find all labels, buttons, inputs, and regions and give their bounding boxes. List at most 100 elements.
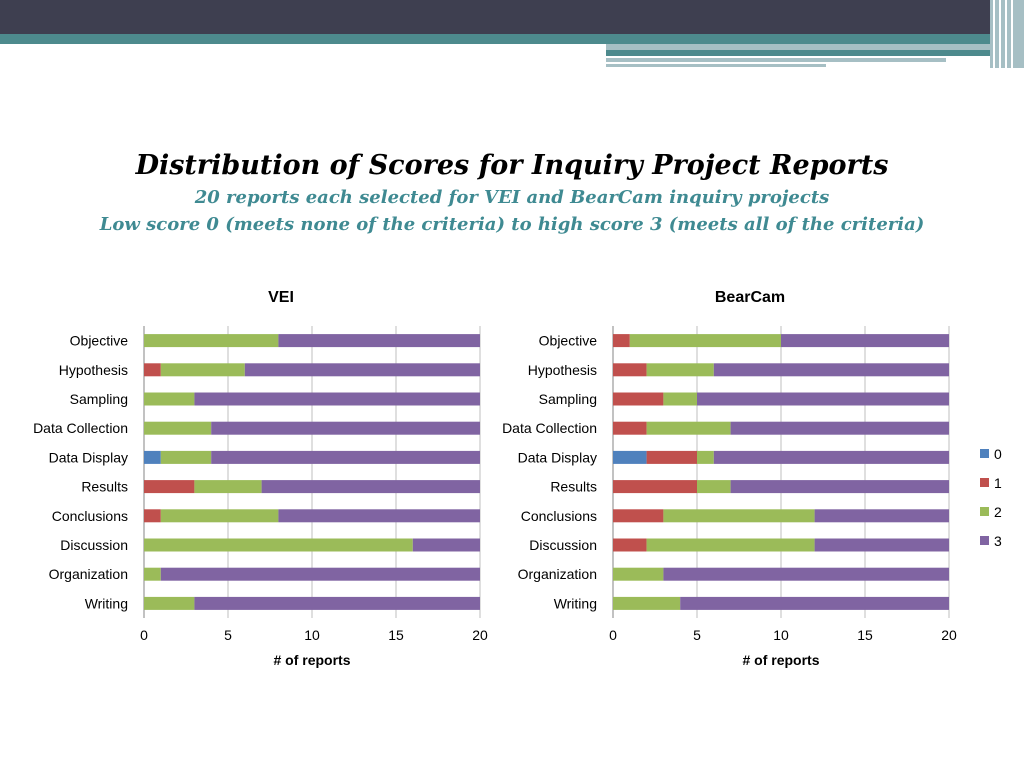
bar-segment-score-3 [412, 538, 480, 552]
banner-teal-tail [606, 50, 1024, 56]
legend-swatch [980, 449, 989, 458]
category-label: Data Display [518, 449, 597, 465]
x-tick-label: 0 [609, 627, 617, 643]
bar-segment-score-3 [814, 538, 949, 552]
bar-segment-score-2 [646, 538, 815, 552]
bar-segment-score-3 [278, 334, 480, 348]
category-label: Data Display [49, 449, 128, 465]
bar-segment-score-1 [144, 363, 161, 377]
slide-title: Distribution of Scores for Inquiry Proje… [135, 150, 889, 181]
category-label: Objective [539, 333, 598, 349]
bar-segment-score-2 [144, 334, 279, 348]
bar-segment-score-2 [144, 392, 195, 406]
legend-swatch [980, 536, 989, 545]
bar-segment-score-3 [680, 596, 949, 610]
bar-segment-score-1 [613, 392, 664, 406]
bar-segment-score-2 [613, 567, 664, 581]
bar-segment-score-1 [613, 421, 647, 435]
bar-segment-score-2 [663, 509, 815, 523]
category-label: Hypothesis [59, 362, 128, 378]
category-label: Discussion [529, 537, 597, 553]
bar-segment-score-3 [278, 509, 480, 523]
header-banner [0, 0, 1024, 68]
bar-segment-score-3 [211, 421, 480, 435]
bar-segment-score-1 [613, 538, 647, 552]
x-tick-label: 20 [472, 627, 488, 643]
bar-segment-score-3 [781, 334, 949, 348]
bar-segment-score-2 [160, 450, 212, 464]
bar-segment-score-1 [613, 334, 630, 348]
legend-label: 1 [994, 475, 1002, 491]
banner-right-line-2 [999, 0, 1001, 68]
banner-teal-stripe [0, 34, 1024, 44]
bar-segment-score-1 [613, 480, 697, 494]
bar-segment-score-3 [160, 567, 481, 581]
bar-segment-score-2 [144, 567, 161, 581]
banner-white-gap [0, 44, 606, 50]
category-label: Organization [49, 566, 128, 582]
legend-swatch [980, 478, 989, 487]
bar-segment-score-3 [713, 450, 949, 464]
legend-label: 3 [994, 533, 1002, 549]
x-tick-label: 10 [773, 627, 789, 643]
bar-segment-score-0 [144, 450, 161, 464]
x-axis-label: # of reports [273, 652, 350, 668]
slide-subtitle-1: 20 reports each selected for VEI and Bea… [194, 187, 830, 208]
x-tick-label: 5 [693, 627, 701, 643]
bar-segment-score-2 [697, 480, 731, 494]
banner-dark-band [0, 0, 1024, 34]
legend: 0 1 2 3 [980, 446, 1002, 549]
bar-segment-score-3 [697, 392, 949, 406]
bar-segment-score-1 [646, 450, 697, 464]
title-block: Distribution of Scores for Inquiry Proje… [0, 150, 1024, 241]
bar-segment-score-3 [194, 596, 480, 610]
category-label: Conclusions [521, 508, 597, 524]
bar-segment-score-2 [160, 509, 279, 523]
bar-segment-score-2 [144, 421, 212, 435]
bar-segment-score-3 [730, 421, 949, 435]
bar-segment-score-1 [144, 480, 195, 494]
x-tick-label: 0 [140, 627, 148, 643]
bar-segment-score-2 [194, 480, 262, 494]
category-label: Objective [70, 333, 129, 349]
bar-segment-score-2 [663, 392, 697, 406]
category-label: Data Collection [33, 420, 128, 436]
category-label: Discussion [60, 537, 128, 553]
legend-label: 2 [994, 504, 1002, 520]
bar-segment-score-3 [194, 392, 480, 406]
bar-segment-score-1 [613, 509, 664, 523]
bar-segment-score-2 [697, 450, 714, 464]
banner-lower-line [606, 58, 946, 62]
bar-segment-score-2 [613, 596, 681, 610]
bar-segment-score-3 [814, 509, 949, 523]
bar-segment-score-2 [144, 538, 413, 552]
category-label: Data Collection [502, 420, 597, 436]
category-label: Sampling [539, 391, 597, 407]
slide-subtitle-2: Low score 0 (meets none of the criteria)… [99, 214, 925, 235]
banner-right-line-4 [1011, 0, 1013, 68]
category-label: Writing [85, 595, 128, 611]
bar-segment-score-3 [713, 363, 949, 377]
chart-title: BearCam [715, 289, 785, 306]
x-tick-label: 20 [941, 627, 957, 643]
x-tick-label: 15 [388, 627, 404, 643]
bar-segment-score-3 [663, 567, 949, 581]
x-tick-label: 5 [224, 627, 232, 643]
x-tick-label: 10 [304, 627, 320, 643]
x-tick-label: 15 [857, 627, 873, 643]
bar-segment-score-3 [730, 480, 949, 494]
category-label: Hypothesis [528, 362, 597, 378]
bar-segment-score-0 [613, 450, 647, 464]
bar-segment-score-3 [244, 363, 480, 377]
chart-vei: VEI 0 5 10 15 20 Objective Hypothesis Sampling Da… [33, 289, 488, 668]
x-axis-label: # of reports [742, 652, 819, 668]
category-label: Sampling [70, 391, 128, 407]
category-label: Conclusions [52, 508, 128, 524]
banner-right-line-3 [1005, 0, 1007, 68]
category-label: Organization [518, 566, 597, 582]
bar-segment-score-2 [144, 596, 195, 610]
bar-segment-score-2 [160, 363, 245, 377]
banner-lower-line-2 [606, 64, 826, 67]
bar-segment-score-3 [261, 480, 480, 494]
